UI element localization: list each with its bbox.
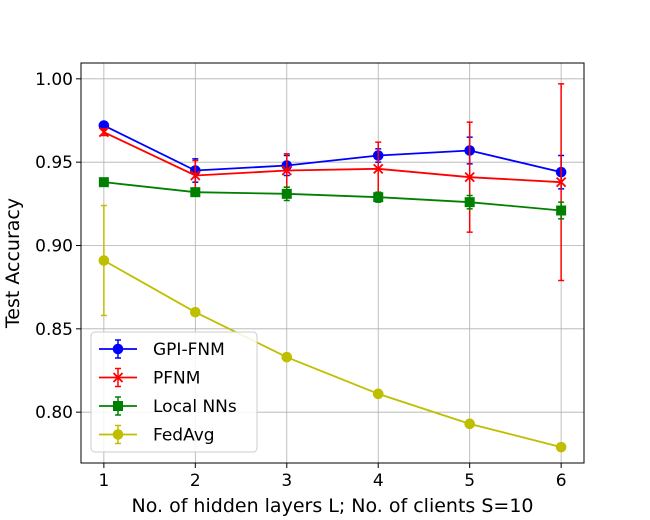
series-line-fedavg	[103, 259, 562, 449]
series-line-pfnm	[103, 131, 562, 184]
legend-marker-pfnm	[112, 372, 124, 383]
data-point-pfnm	[555, 177, 567, 188]
data-point-fedavg	[98, 255, 110, 266]
x-tick-label: 3	[281, 471, 292, 491]
data-point-fedavg	[555, 441, 567, 453]
y-tick-label: 1.00	[35, 70, 73, 90]
y-axis-label: Test Accuracy	[2, 198, 24, 329]
x-axis-label: No. of hidden layers L; No. of clients S…	[132, 495, 534, 517]
x-tick-label: 6	[556, 471, 567, 491]
series-layer	[98, 83, 567, 453]
data-point-local-nns	[190, 187, 201, 198]
plot-frame	[80, 62, 585, 464]
series-line-local-nns	[103, 181, 562, 212]
y-tick-label: 0.95	[35, 153, 73, 173]
legend-marker-local-nns	[113, 401, 123, 411]
series-pfnm	[98, 83, 567, 282]
data-point-pfnm	[281, 165, 292, 176]
y-tick-label: 0.80	[35, 403, 73, 423]
x-tick-label: 4	[373, 471, 384, 491]
legend-box	[90, 331, 258, 453]
data-point-local-nns	[464, 197, 475, 208]
data-point-pfnm	[373, 163, 384, 174]
data-point-local-nns	[373, 192, 384, 203]
legend-label-gpi-fnm: GPI-FNM	[153, 340, 225, 360]
data-point-pfnm	[464, 172, 475, 183]
data-point-fedavg	[190, 306, 201, 318]
data-point-local-nns	[281, 188, 292, 199]
x-tick-label: 2	[190, 471, 201, 491]
series-local-nns	[98, 177, 567, 220]
data-point-local-nns	[556, 205, 567, 216]
series-fedavg	[98, 204, 567, 453]
legend-marker-pfnm-stroke-2	[112, 372, 124, 383]
data-point-pfnm-stroke-2	[555, 177, 567, 188]
data-point-local-nns	[98, 177, 109, 188]
legend-label-local-nns: Local NNs	[153, 397, 237, 417]
series-line-gpi-fnm	[103, 124, 562, 174]
data-point-pfnm	[98, 127, 110, 138]
data-point-pfnm-stroke-2	[464, 172, 475, 183]
legend-marker-gpi-fnm	[112, 343, 124, 355]
legend-label-pfnm: PFNM	[153, 369, 200, 389]
ticks: 1 2 3 4 5 6 0.80 0.85 0.90 0.95 1.00	[35, 70, 566, 491]
legend-label-fedavg: FedAvg	[153, 426, 215, 446]
y-tick-label: 0.90	[35, 237, 73, 257]
legend: GPI-FNM PFNM Local NNs FedAvg	[90, 331, 258, 453]
x-tick-label: 5	[464, 471, 475, 491]
data-point-pfnm	[190, 170, 201, 181]
data-point-pfnm-stroke-2	[98, 127, 110, 138]
data-point-fedavg	[281, 351, 293, 363]
data-point-pfnm-stroke-2	[281, 165, 292, 176]
legend-marker-fedavg	[112, 429, 124, 440]
data-point-fedavg	[372, 388, 384, 400]
x-tick-label: 1	[98, 471, 109, 491]
data-point-pfnm-stroke-2	[190, 170, 201, 181]
y-tick-label: 0.85	[35, 320, 73, 340]
data-point-pfnm-stroke-2	[373, 163, 384, 174]
data-point-fedavg	[464, 418, 475, 430]
